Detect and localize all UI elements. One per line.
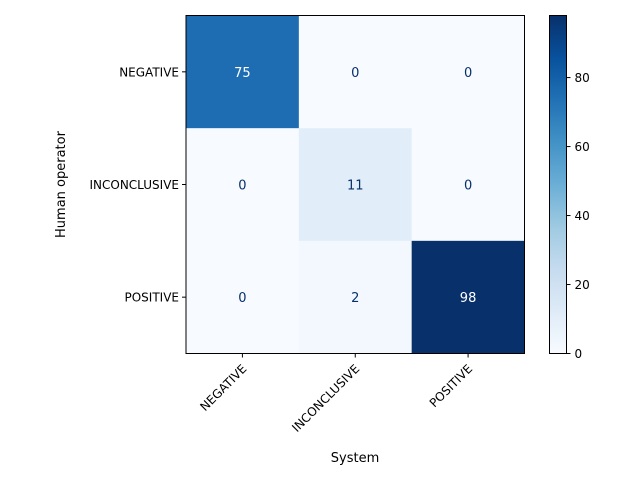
- colorbar-tick-label: 40: [575, 209, 590, 223]
- heatmap-cell: [411, 15, 525, 129]
- cell-value-label: 11: [347, 179, 364, 194]
- cell-value-label: 0: [351, 66, 359, 81]
- heatmap-cell: [298, 128, 413, 242]
- heatmap-cell: [186, 240, 300, 354]
- y-axis-label: Human operator: [54, 130, 69, 238]
- x-axis-label: System: [331, 451, 379, 466]
- cell-value-label: 0: [238, 291, 246, 306]
- x-tick-label: NEGATIVE: [197, 362, 249, 414]
- y-tick-label: NEGATIVE: [119, 65, 179, 79]
- cell-value-label: 0: [464, 66, 472, 81]
- x-axis-ticks: NEGATIVE INCONCLUSIVE POSITIVE: [197, 353, 475, 435]
- heatmap-cell: [186, 128, 300, 242]
- heatmap-cell: [298, 15, 413, 129]
- heatmap-cell: [411, 128, 525, 242]
- y-axis-ticks: NEGATIVE INCONCLUSIVE POSITIVE: [89, 65, 186, 305]
- cell-value-label: 75: [234, 66, 251, 81]
- heatmap-cell: [298, 240, 413, 354]
- y-tick-label: INCONCLUSIVE: [89, 178, 179, 192]
- heatmap-cell: [186, 15, 300, 129]
- heatmap-cell: [411, 240, 525, 354]
- y-tick-label: POSITIVE: [125, 291, 180, 305]
- cell-value-label: 2: [351, 291, 359, 306]
- colorbar-tick-label: 20: [575, 278, 590, 292]
- colorbar: [549, 15, 567, 354]
- x-tick-label: INCONCLUSIVE: [289, 362, 362, 435]
- colorbar-ticks: 0 20 40 60 80: [566, 71, 590, 361]
- x-tick-label: POSITIVE: [427, 362, 475, 410]
- cell-value-label: 0: [238, 179, 246, 194]
- colorbar-tick-label: 80: [575, 71, 590, 85]
- cell-value-label: 0: [464, 179, 472, 194]
- cell-value-label: 98: [460, 291, 477, 306]
- colorbar-tick-label: 0: [575, 347, 583, 361]
- colorbar-tick-label: 60: [575, 140, 590, 154]
- heatmap-cells: 75 0 0 0 11 0 0 2 98: [186, 15, 525, 354]
